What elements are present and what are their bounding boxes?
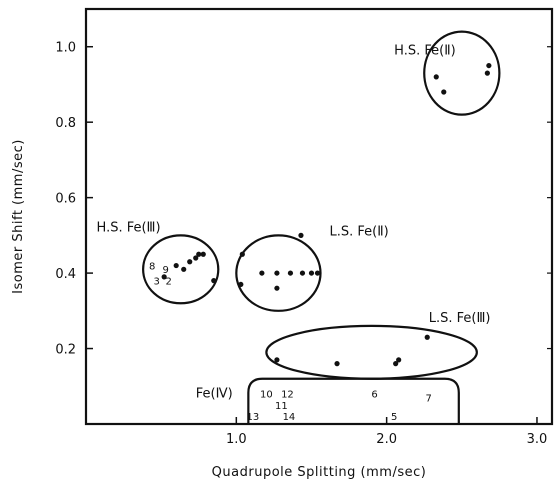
axis-ticks: 1.0 2.0 3.0 0.2 0.4 0.6 0.8 1.0 [55, 41, 552, 447]
data-point [299, 270, 306, 276]
data-point [274, 270, 280, 276]
point-number-label: 9 [162, 265, 168, 276]
data-point [181, 266, 187, 272]
data-point [187, 259, 193, 265]
point-number-label: 13 [246, 412, 259, 423]
plot-area [84, 7, 554, 426]
point-number-label: 8 [149, 261, 155, 272]
data-point [486, 62, 492, 69]
group-ellipse-h-s-fe [423, 30, 501, 116]
group-ellipse-h-s-fe [142, 234, 220, 305]
data-point [314, 270, 321, 276]
data-point [274, 357, 280, 363]
data-point [298, 232, 304, 238]
data-point [200, 251, 206, 257]
group-label-l-s-fe: L.S. Fe(Ⅲ) [429, 311, 491, 326]
group-regions [142, 30, 501, 424]
data-point [173, 262, 179, 269]
point-number-label: 11 [275, 401, 288, 412]
group-label-l-s-fe: L.S. Fe(Ⅱ) [330, 224, 389, 239]
data-point [211, 278, 217, 284]
data-point [424, 334, 430, 340]
data-point [287, 270, 294, 276]
data-point [396, 357, 402, 363]
x-tick-label: 3.0 [527, 432, 548, 447]
y-tick-label: 0.6 [55, 192, 76, 207]
data-point [334, 361, 340, 367]
data-point [193, 255, 199, 261]
group-ellipse-l-s-fe [235, 234, 322, 312]
data-point [441, 89, 447, 95]
group-region-fe [247, 377, 460, 424]
group-label-fe: Fe(Ⅳ) [196, 387, 233, 402]
data-point [259, 270, 265, 276]
data-points [161, 62, 492, 367]
data-point [274, 285, 280, 291]
y-tick-label: 1.0 [55, 41, 76, 56]
annotations: H.S. Fe(Ⅱ) L.S. Fe(Ⅱ) 8 93 2 H.S. Fe(Ⅲ) L.S. F… [97, 43, 491, 423]
y-axis-title: Isomer Shift (mm/sec) [11, 139, 26, 294]
point-number-label: 7 [426, 393, 432, 404]
x-tick-label: 1.0 [226, 432, 247, 447]
data-point [196, 251, 202, 257]
data-point [238, 281, 244, 288]
data-point [161, 274, 167, 280]
point-number-label: 6 [371, 390, 377, 401]
point-number-label: 3 [153, 276, 159, 287]
group-label-h-s-fe: H.S. Fe(Ⅲ) [97, 221, 161, 236]
data-point [239, 251, 245, 257]
y-tick-label: 0.4 [55, 267, 76, 282]
plot-frame [84, 7, 554, 426]
data-point [308, 270, 315, 276]
y-tick-label: 0.2 [55, 343, 76, 358]
x-axis-title: Quadrupole Splitting (mm/sec) [212, 465, 427, 480]
point-number-label: 2 [165, 276, 171, 287]
data-point [433, 74, 439, 80]
y-tick-label: 0.8 [55, 116, 76, 131]
point-number-label: 5 [391, 412, 397, 423]
point-number-label: 10 [260, 390, 273, 401]
data-point [484, 70, 490, 76]
x-tick-label: 2.0 [376, 432, 397, 447]
group-ellipse-l-s-fe [265, 324, 478, 380]
point-number-label: 14 [283, 412, 296, 423]
point-number-label: 12 [281, 390, 294, 401]
group-label-h-s-fe: H.S. Fe(Ⅱ) [394, 43, 456, 58]
data-point [393, 361, 399, 367]
